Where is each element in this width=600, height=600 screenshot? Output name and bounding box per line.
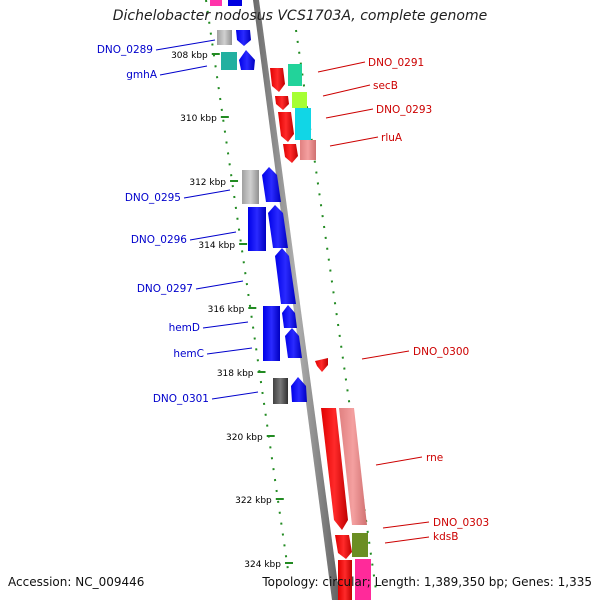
accession-text: Accession: NC_009446 [8,575,145,589]
callout-line [329,136,379,147]
outer-guide-line [205,0,289,571]
genome-summary-text: Topology: circular; Length: 1,389,350 bp… [262,575,592,589]
callout-line [384,536,430,544]
gene-features [210,0,371,600]
gene-feature [239,50,255,70]
callout-line [189,231,237,241]
callout-line [155,39,216,51]
ruler-tick-label: 312 kbp [189,178,226,188]
callout-line [382,521,430,529]
gene-feature [321,408,348,530]
callout-line [206,347,253,355]
gene-label: rne [426,452,443,464]
gene-labels: DNO_0289 gmhA DNO_0295 DNO_0296 DNO_0297 hemD… [97,39,489,544]
gene-feature [275,96,289,110]
gene-label: DNO_0297 [137,283,193,295]
backbone-strand [253,0,340,600]
gene-feature [339,408,367,525]
callout-line [211,391,259,400]
ruler-tick-label: 322 kbp [235,496,272,506]
genome-title: Dichelobacter nodosus VCS1703A, complete… [112,8,488,24]
gene-feature [315,358,328,372]
ruler-tick-label: 318 kbp [217,369,254,379]
gene-feature [278,112,294,142]
gene-feature [217,30,232,45]
callout-line [375,456,423,466]
ruler-tick-label: 324 kbp [244,560,281,570]
gene-label: hemC [173,348,204,360]
gene-feature [210,0,222,6]
ruler-tick-label: 314 kbp [198,241,235,251]
ruler-tick-label: 310 kbp [180,114,217,124]
gene-feature [300,140,316,160]
gene-feature [291,377,307,402]
gene-feature [292,92,307,108]
gene-feature [268,205,288,248]
gene-label: DNO_0303 [433,517,489,529]
gene-label: hemD [169,322,200,334]
gene-label: gmhA [126,69,158,81]
gene-label: secB [373,80,398,92]
gene-feature [285,328,302,358]
backbone [253,0,340,600]
gene-label: DNO_0289 [97,44,153,56]
gene-feature [335,535,352,559]
gene-feature [352,533,368,557]
gene-feature [355,559,371,600]
gene-feature [242,170,259,204]
callout-line [183,189,231,199]
gene-feature [282,305,297,328]
callout-line [322,84,371,97]
gene-label: DNO_0301 [153,393,209,405]
gene-feature [228,0,242,6]
gene-feature [273,378,288,404]
gene-label: DNO_0291 [368,57,424,69]
guide-lines [205,0,377,591]
ruler-tick-label: 320 kbp [226,433,263,443]
callout-line [361,350,410,360]
gene-feature [236,30,251,46]
gene-feature [262,167,281,202]
callout-line [195,280,244,290]
callout-line [325,108,374,119]
ruler: 308 kbp 310 kbp 312 kbp 314 kbp 316 kbp 318 k… [171,51,293,570]
gene-feature [338,560,352,600]
gene-label: DNO_0296 [131,234,187,246]
gene-feature [270,68,285,92]
callout-line [202,321,249,329]
gene-feature [263,306,280,361]
gene-feature [295,108,311,140]
gene-feature [288,64,302,86]
gene-feature [248,207,266,251]
callout-line [317,61,366,73]
callout-line [159,65,208,76]
gene-label: kdsB [433,531,458,543]
gene-label: DNO_0295 [125,192,181,204]
gene-feature [275,248,296,304]
gene-feature [221,52,237,70]
ruler-tick-label: 316 kbp [208,305,245,315]
gene-label: DNO_0293 [376,104,432,116]
gene-label: rluA [381,132,403,144]
gene-label: DNO_0300 [413,346,469,358]
gene-feature [283,144,298,163]
ruler-tick-label: 308 kbp [171,51,208,61]
